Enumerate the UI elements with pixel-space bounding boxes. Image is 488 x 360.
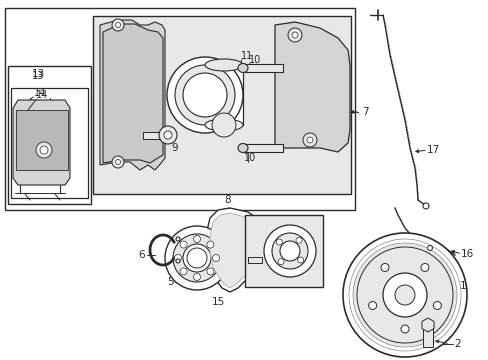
- Circle shape: [180, 241, 187, 248]
- Text: 9: 9: [171, 143, 178, 153]
- Circle shape: [36, 142, 52, 158]
- Text: 12: 12: [191, 105, 204, 115]
- Circle shape: [264, 225, 315, 277]
- Bar: [5, 8, 354, 210]
- Text: 10: 10: [244, 153, 256, 163]
- Circle shape: [380, 264, 388, 271]
- Text: 17: 17: [426, 145, 439, 155]
- Circle shape: [297, 257, 303, 263]
- Circle shape: [382, 273, 426, 317]
- Circle shape: [342, 233, 466, 357]
- Ellipse shape: [204, 59, 243, 71]
- Text: 1: 1: [459, 281, 466, 291]
- Circle shape: [163, 131, 172, 139]
- Bar: [243, 144, 283, 152]
- Circle shape: [352, 243, 456, 347]
- Bar: [142, 131, 160, 139]
- Circle shape: [174, 255, 181, 261]
- Text: 15: 15: [211, 297, 224, 307]
- Text: 14: 14: [36, 90, 48, 100]
- Circle shape: [278, 259, 284, 265]
- Circle shape: [280, 241, 299, 261]
- Circle shape: [276, 239, 282, 245]
- Circle shape: [368, 302, 376, 310]
- Circle shape: [183, 244, 210, 272]
- Polygon shape: [103, 24, 163, 163]
- Text: 13: 13: [31, 69, 44, 79]
- Text: 3: 3: [274, 215, 281, 225]
- Ellipse shape: [238, 63, 247, 72]
- Bar: [247, 257, 262, 263]
- Bar: [8, 66, 91, 204]
- Polygon shape: [205, 208, 267, 292]
- Text: 16: 16: [459, 249, 473, 259]
- Circle shape: [400, 325, 408, 333]
- Text: 8: 8: [224, 195, 231, 205]
- Bar: [244, 215, 323, 287]
- Text: 4: 4: [259, 246, 266, 256]
- Text: 6: 6: [139, 250, 145, 260]
- Polygon shape: [274, 22, 349, 152]
- Circle shape: [303, 133, 316, 147]
- Circle shape: [291, 32, 297, 38]
- Circle shape: [427, 246, 431, 251]
- Text: 13: 13: [32, 71, 44, 81]
- Circle shape: [212, 255, 219, 261]
- Ellipse shape: [238, 144, 247, 153]
- Circle shape: [180, 268, 187, 275]
- Text: 12: 12: [194, 90, 205, 99]
- Circle shape: [176, 259, 180, 263]
- Circle shape: [183, 73, 226, 117]
- Bar: [11, 88, 88, 198]
- Circle shape: [173, 234, 221, 282]
- Circle shape: [159, 126, 177, 144]
- Bar: [422, 327, 432, 347]
- Circle shape: [394, 285, 414, 305]
- Circle shape: [164, 226, 228, 290]
- Polygon shape: [421, 318, 433, 332]
- Bar: [93, 16, 350, 194]
- Circle shape: [287, 28, 302, 42]
- Circle shape: [271, 233, 307, 269]
- Circle shape: [420, 264, 428, 271]
- Circle shape: [167, 57, 243, 133]
- Circle shape: [432, 302, 441, 310]
- Text: 2: 2: [454, 339, 460, 349]
- Polygon shape: [100, 20, 164, 170]
- Bar: [204, 65, 243, 125]
- Circle shape: [422, 203, 428, 209]
- Circle shape: [40, 146, 48, 154]
- Circle shape: [112, 19, 124, 31]
- Text: 11: 11: [241, 51, 253, 61]
- Circle shape: [175, 65, 235, 125]
- Circle shape: [186, 248, 206, 268]
- Circle shape: [356, 247, 452, 343]
- Circle shape: [212, 113, 236, 137]
- Ellipse shape: [204, 119, 243, 131]
- Text: 10: 10: [248, 55, 261, 65]
- Bar: [243, 64, 283, 72]
- Circle shape: [115, 159, 120, 165]
- Circle shape: [115, 23, 120, 27]
- Polygon shape: [13, 100, 70, 185]
- Circle shape: [112, 156, 124, 168]
- Circle shape: [306, 137, 312, 143]
- Circle shape: [193, 274, 200, 280]
- Circle shape: [206, 268, 213, 275]
- Bar: [16, 110, 68, 170]
- Circle shape: [193, 235, 200, 243]
- Polygon shape: [209, 213, 262, 288]
- Text: 14: 14: [34, 88, 46, 98]
- Circle shape: [295, 237, 302, 243]
- Circle shape: [191, 252, 203, 264]
- Circle shape: [176, 237, 180, 241]
- Circle shape: [206, 241, 213, 248]
- Text: 5: 5: [166, 277, 173, 287]
- Text: 7: 7: [361, 107, 367, 117]
